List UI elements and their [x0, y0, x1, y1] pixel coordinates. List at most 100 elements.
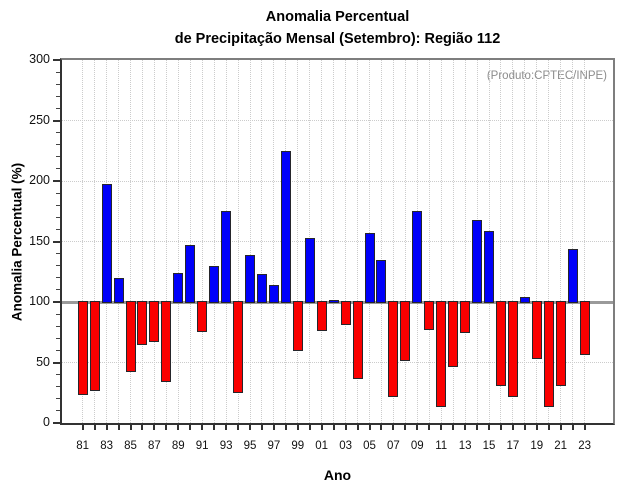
y-minor-tick: [56, 410, 60, 412]
x-tick: [93, 425, 96, 430]
x-tick: [571, 425, 574, 430]
y-tick-label: 250: [29, 112, 50, 127]
bar-year-05: [364, 233, 375, 303]
bar-year-85: [125, 301, 136, 372]
x-tick: [201, 425, 204, 430]
bar-year-89: [173, 273, 184, 303]
y-minor-tick: [56, 265, 60, 267]
v-gridline: [94, 60, 96, 423]
x-tick-label: 03: [339, 440, 352, 452]
v-gridline: [500, 60, 502, 423]
x-tick: [499, 425, 502, 430]
x-tick: [464, 425, 467, 430]
chart-title-line1: Anomalia Percentual: [265, 9, 410, 25]
x-tick: [332, 425, 335, 430]
y-minor-tick: [56, 144, 60, 146]
x-tick-label: 19: [530, 440, 544, 452]
bar-year-10: [424, 301, 435, 330]
bar-year-81: [77, 301, 88, 395]
x-tick: [117, 425, 120, 430]
x-tick: [153, 425, 156, 430]
v-gridline: [584, 60, 586, 423]
y-minor-tick: [56, 337, 60, 339]
x-tick: [559, 425, 562, 430]
x-tick: [237, 425, 240, 430]
y-tick: [53, 301, 60, 303]
x-tick-label: 95: [243, 440, 257, 452]
x-tick-label: 85: [124, 440, 137, 452]
y-tick-label: 300: [29, 52, 50, 66]
x-tick-label: 91: [195, 440, 209, 452]
bar-year-23: [579, 301, 590, 356]
bar-year-91: [197, 301, 208, 333]
x-tick: [105, 425, 108, 430]
producer-annotation: (Produto:CPTEC/INPE): [486, 70, 607, 82]
y-minor-tick: [56, 325, 60, 327]
y-tick-label: 100: [29, 294, 50, 308]
bar-year-11: [436, 301, 447, 408]
v-gridline: [213, 60, 215, 423]
x-tick-label: 81: [76, 440, 90, 452]
y-minor-tick: [56, 398, 60, 400]
bar-year-12: [448, 301, 459, 368]
x-tick: [165, 425, 168, 430]
x-tick: [284, 425, 287, 430]
y-minor-tick: [56, 156, 60, 158]
x-tick: [177, 425, 180, 430]
v-gridline: [524, 60, 526, 423]
v-gridline: [141, 60, 143, 423]
y-minor-tick: [56, 349, 60, 351]
x-tick-label: 15: [482, 440, 496, 452]
y-minor-tick: [56, 386, 60, 388]
x-tick-label: 05: [363, 440, 376, 452]
y-tick-label: 200: [29, 173, 50, 187]
x-tick: [81, 425, 84, 430]
y-minor-tick: [56, 253, 60, 255]
v-gridline: [82, 60, 84, 423]
v-gridline: [237, 60, 239, 423]
bar-year-86: [137, 301, 148, 346]
bar-year-98: [280, 150, 291, 303]
x-tick: [260, 425, 263, 430]
y-minor-tick: [56, 107, 60, 109]
x-tick: [452, 425, 455, 430]
x-tick-label: 07: [386, 440, 400, 452]
y-tick-label: 150: [29, 233, 50, 248]
v-gridline: [512, 60, 514, 423]
bar-year-19: [531, 301, 542, 359]
bar-year-02: [328, 299, 339, 303]
bar-year-99: [292, 301, 303, 352]
y-minor-tick: [56, 95, 60, 97]
y-tick: [53, 59, 60, 61]
v-gridline: [536, 60, 538, 423]
x-tick: [308, 425, 311, 430]
bar-year-03: [340, 301, 351, 325]
x-tick-label: 97: [267, 440, 281, 452]
chart-title-line2: de Precipitação Mensal (Setembro): Regiã…: [174, 31, 501, 47]
x-tick-label: 09: [410, 440, 424, 452]
bar-year-13: [460, 301, 471, 334]
bar-year-18: [519, 297, 530, 303]
x-tick: [296, 425, 299, 430]
bar-year-00: [304, 238, 315, 303]
x-tick: [189, 425, 192, 430]
x-tick-label: 89: [171, 440, 185, 452]
bar-year-93: [221, 211, 232, 303]
y-minor-tick: [56, 192, 60, 194]
h-gridline: [62, 241, 613, 242]
x-tick: [535, 425, 538, 430]
x-tick: [488, 425, 490, 430]
bar-year-14: [472, 219, 483, 303]
bar-year-84: [113, 278, 124, 303]
bar-year-95: [245, 255, 255, 303]
x-tick: [428, 425, 431, 430]
bar-year-22: [567, 248, 578, 303]
x-tick: [380, 425, 383, 430]
x-tick-label: 21: [554, 440, 568, 452]
v-gridline: [189, 60, 191, 423]
v-gridline: [297, 60, 299, 423]
y-minor-tick: [56, 204, 60, 206]
v-gridline: [321, 60, 323, 423]
x-tick: [320, 425, 323, 430]
